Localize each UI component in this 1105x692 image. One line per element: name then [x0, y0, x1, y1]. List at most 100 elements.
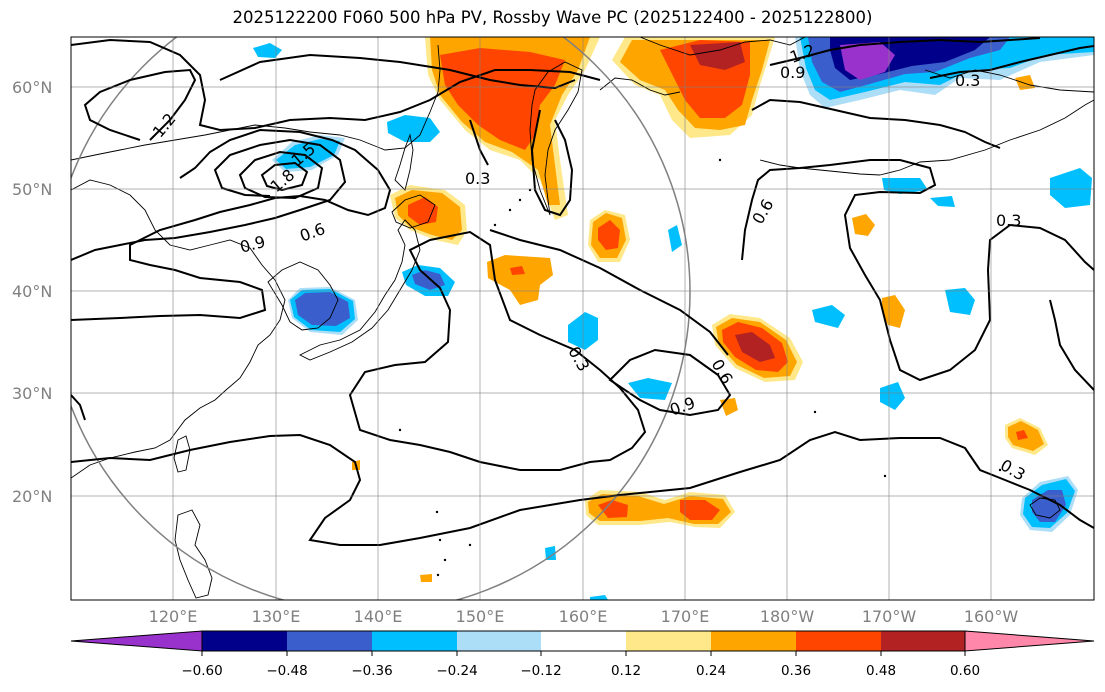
contour-0-6-mid	[608, 348, 732, 417]
contour-kamchatka-drop	[530, 109, 574, 217]
anomaly-blob-se-hawaii-red	[1016, 430, 1028, 440]
contour-0-9	[71, 138, 347, 261]
contour-east-0-3b	[1049, 299, 1094, 391]
coast-alaska-north	[924, 69, 1094, 93]
anomaly-blob-small-b3	[812, 305, 845, 328]
lon-label: 120°E	[149, 607, 198, 626]
colorbar-swatch	[881, 631, 965, 651]
map-title: 2025122200 F060 500 hPa PV, Rossby Wave …	[232, 8, 873, 27]
colorbar-tick-label: −0.60	[181, 663, 222, 679]
anomaly-blob-small-b6	[882, 178, 928, 194]
lat-label: 30°N	[12, 384, 52, 403]
colorbar-tick-label: −0.12	[520, 663, 561, 679]
small-islands	[398, 158, 1002, 577]
negative-anomaly-shading	[253, 37, 1094, 600]
lon-label: 170°W	[862, 607, 917, 626]
contour-0-6-north	[71, 128, 392, 321]
coast-taiwan	[173, 435, 191, 473]
longitude-labels: 120°E 130°E 140°E 150°E 160°E 170°E 180°…	[149, 607, 1019, 626]
anomaly-blob-small-b8	[930, 196, 955, 207]
anomaly-blob-subtropical-red2	[680, 500, 720, 520]
coast-japan	[298, 219, 421, 361]
great-circle-radius	[71, 37, 691, 600]
coastlines	[71, 37, 1094, 599]
anomaly-blob-okhotsk-red	[440, 48, 565, 150]
coast-alaska	[879, 99, 1094, 176]
anomaly-blob-small-b2	[628, 378, 672, 400]
contour-1-2-north	[83, 68, 197, 141]
colorbar-swatch	[541, 631, 626, 651]
gridlines	[71, 37, 1094, 600]
lon-label: 150°E	[456, 607, 505, 626]
lon-label: 180°W	[760, 607, 815, 626]
colorbar-swatch	[457, 631, 541, 651]
lat-label: 20°N	[12, 487, 52, 506]
colorbar-tick-label: 0.60	[950, 663, 980, 679]
anomaly-blob-nw-pacific-red	[510, 266, 525, 275]
colorbar-swatch	[287, 631, 372, 651]
lon-label: 170°E	[661, 607, 710, 626]
anomaly-blob-small-b11	[590, 595, 608, 600]
anomaly-blob-small-b4	[945, 288, 975, 315]
contour-label: 0.9	[780, 63, 805, 82]
contour-1-5-loop	[260, 161, 309, 192]
lon-label: 140°E	[354, 607, 403, 626]
colorbar-tick-label: −0.24	[436, 663, 477, 679]
coast-kamchatka-east	[599, 77, 681, 96]
contour-far-ne	[769, 37, 1041, 66]
contour-label: 0.3	[465, 169, 490, 188]
anomaly-blob-small-b10	[545, 546, 556, 560]
contour-0-3-main	[71, 430, 1094, 546]
colorbar-swatch	[202, 631, 287, 651]
lon-label: 160°W	[964, 607, 1019, 626]
anomaly-blob-small-b7	[1050, 168, 1092, 208]
anomaly-blob-small1	[852, 214, 875, 236]
colorbar-tick-label: 0.12	[611, 663, 641, 679]
lon-label: 130°E	[252, 607, 301, 626]
colorbar-tick-label: −0.48	[266, 663, 307, 679]
lat-label: 40°N	[12, 282, 52, 301]
coast-sakhalin	[394, 133, 414, 191]
colorbar-swatch	[626, 631, 711, 651]
colorbar-tick-label: −0.36	[351, 663, 392, 679]
positive-anomaly-shading	[352, 37, 1048, 582]
anomaly-blob-small-b5	[880, 382, 905, 410]
anomaly-blob-hokkaido-red	[408, 197, 438, 225]
contour-far-ne-2	[929, 45, 1094, 79]
anomaly-blob-small-b1	[668, 225, 682, 252]
anomaly-blob-kamchatka-darkred	[690, 42, 745, 70]
anomaly-blob-bering-purple	[840, 42, 895, 80]
latitude-labels: 60°N 50°N 40°N 30°N 20°N	[12, 78, 52, 506]
coast-kamchatka	[529, 61, 583, 216]
coast-asia-north	[71, 44, 441, 161]
colorbar: −0.60 −0.48 −0.36 −0.24 −0.12 0.12 0.24 …	[70, 630, 1095, 679]
contour-east-0-6	[751, 98, 1001, 149]
colorbar-extend-low	[70, 630, 203, 652]
anomaly-blob-160e-red	[598, 220, 620, 250]
contour-label: 0.3	[996, 211, 1021, 230]
colorbar-swatch	[711, 631, 796, 651]
contour-upper	[71, 38, 601, 132]
lat-label: 50°N	[12, 180, 52, 199]
contour-mid-0-3	[489, 229, 729, 356]
coast-aleutians	[759, 159, 881, 176]
coast-hawaii	[1029, 497, 1061, 519]
map-frame	[70, 36, 1095, 601]
anomaly-blob-okhotsk-east	[387, 115, 440, 142]
anomaly-blob-small-b9	[253, 43, 282, 58]
anomaly-blob-small6	[420, 574, 432, 582]
colorbar-swatch	[372, 631, 457, 651]
contour-label: 0.3	[955, 71, 980, 90]
contour-1-2-loop	[238, 150, 324, 200]
anomaly-blob-nw-pacific	[487, 255, 553, 305]
colorbar-swatch	[796, 631, 881, 651]
colorbar-extend-high	[964, 630, 1095, 652]
contour-east-0-3	[741, 159, 1094, 382]
coast-korea	[267, 261, 339, 331]
coast-philippines	[174, 509, 213, 599]
contour-west-edge	[71, 394, 86, 421]
colorbar-tick-label: 0.24	[696, 663, 726, 679]
anomaly-blob-sakhalin-sky	[276, 139, 340, 169]
lat-label: 60°N	[12, 78, 52, 97]
